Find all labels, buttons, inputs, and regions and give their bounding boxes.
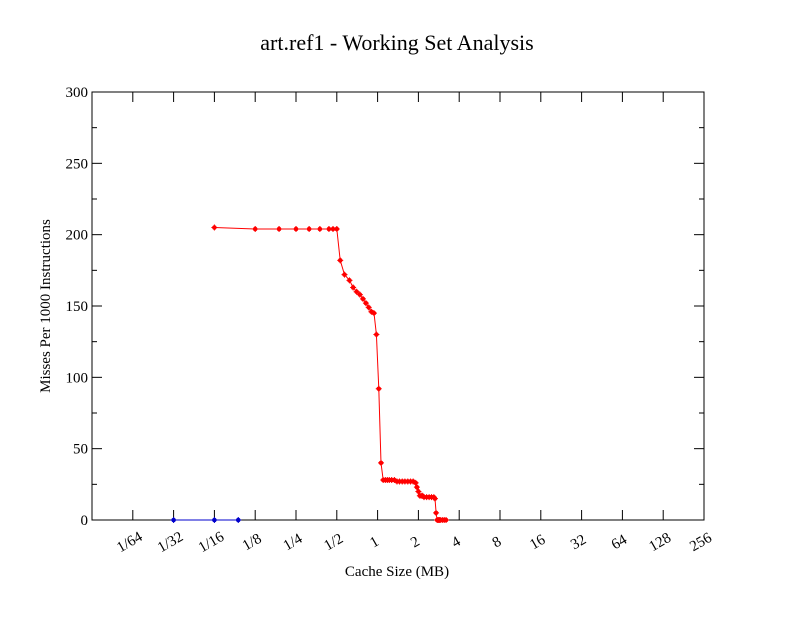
data-point-cross [350, 284, 357, 291]
data-point-cross [316, 225, 323, 232]
data-point-cross [370, 310, 377, 317]
x-tick-label: 8 [490, 534, 504, 552]
x-tick-label: 4 [449, 533, 464, 551]
y-tick-label: 0 [81, 513, 89, 529]
data-point-cross [170, 517, 177, 523]
data-point-cross [276, 225, 283, 232]
data-point-cross [443, 517, 450, 523]
data-point-cross [235, 517, 242, 523]
data-point-cross [373, 331, 380, 338]
y-tick-label: 200 [66, 228, 89, 244]
y-tick-label: 300 [66, 85, 89, 101]
x-tick-label: 1/16 [196, 529, 228, 556]
series-line [214, 227, 447, 521]
data-point-cross [359, 295, 366, 302]
data-point-cross [365, 304, 372, 311]
data-point-cross [211, 517, 218, 523]
data-point-cross [341, 271, 348, 278]
x-tick-label: 32 [568, 532, 589, 553]
series-layer [170, 224, 450, 523]
x-tick-label: 1/2 [321, 531, 346, 554]
data-point-cross [413, 484, 420, 491]
x-tick-label: 16 [527, 532, 548, 554]
data-point-cross [375, 385, 382, 392]
data-point-cross [353, 288, 360, 295]
data-point-cross [252, 225, 259, 232]
x-tick-label: 128 [646, 530, 673, 555]
data-point-cross [415, 488, 422, 495]
data-point-cross [431, 495, 438, 502]
plot-frame [91, 91, 705, 521]
data-point-cross [433, 509, 440, 516]
y-tick-label: 150 [66, 299, 89, 315]
ticks-layer: 0 50 100 150 200 250 300 1/64 1/32 1/16 1/8 1/4 1/2 1… [66, 85, 716, 556]
data-point-cross [306, 225, 313, 232]
x-axis-label: Cache Size (MB) [345, 564, 449, 580]
chart-title: art.ref1 - Working Set Analysis [260, 30, 533, 55]
data-point-cross [333, 225, 340, 232]
y-tick-label: 250 [66, 156, 89, 172]
x-tick-label: 256 [687, 530, 715, 555]
data-point-cross [337, 257, 344, 264]
y-tick-label: 100 [66, 370, 89, 386]
y-axis-label: Misses Per 1000 Instructions [38, 219, 54, 393]
x-tick-label: 64 [609, 532, 630, 554]
x-tick-label: 2 [408, 534, 422, 552]
x-tick-label: 1 [367, 534, 381, 552]
data-point-cross [362, 300, 369, 307]
y-tick-label: 50 [73, 442, 88, 458]
data-point-cross [356, 291, 363, 298]
data-point-cross [378, 459, 385, 466]
x-tick-label: 1/32 [155, 529, 186, 556]
data-point-cross [211, 224, 218, 231]
x-tick-label: 1/4 [281, 531, 306, 555]
data-point-cross [346, 277, 353, 284]
data-point-cross [293, 225, 299, 232]
x-tick-label: 1/64 [114, 529, 146, 556]
data-point-cross [412, 479, 419, 486]
x-tick-label: 1/8 [240, 531, 265, 554]
